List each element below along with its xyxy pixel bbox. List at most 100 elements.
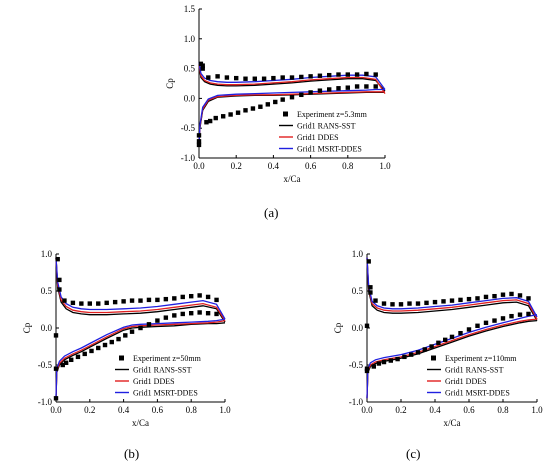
experiment-point: [432, 299, 438, 305]
legend: Experiment z=5.3mm Grid1 RANS-SST Grid1 DD…: [279, 110, 368, 154]
y-axis-label: Cp: [165, 78, 175, 89]
experiment-point: [317, 88, 323, 93]
experiment-point: [252, 76, 257, 81]
experiment-point: [388, 358, 393, 363]
experiment-point: [261, 76, 267, 81]
experiment-point: [390, 302, 395, 307]
experiment-point: [250, 106, 256, 111]
experiment-point: [155, 318, 160, 323]
experiment-point: [196, 139, 202, 144]
experiment-point: [422, 347, 427, 352]
experiment-point: [483, 294, 489, 300]
experiment-point: [376, 361, 382, 366]
experiment-point: [345, 72, 350, 77]
legend-marker-experiment: [119, 355, 124, 361]
experiment-point: [207, 118, 213, 124]
experiment-point: [189, 293, 194, 299]
experiment-point: [441, 299, 446, 304]
series-line-grid1-ddes-upper: [366, 257, 538, 320]
experiment-point: [57, 287, 62, 292]
x-tick-label: 0.6: [305, 161, 317, 171]
experiment-point: [436, 340, 441, 345]
experiment-point: [492, 293, 497, 299]
experiment-point: [364, 71, 369, 77]
experiment-point: [327, 72, 332, 78]
series-line-grid1-msrt-ddes-lower: [198, 88, 385, 147]
experiment-point: [53, 333, 59, 338]
experiment-point: [123, 333, 128, 338]
legend-marker-experiment: [283, 111, 288, 117]
experiment-point: [458, 297, 463, 303]
experiment-point: [407, 301, 412, 306]
experiment-point: [189, 311, 194, 316]
series-line-grid1-rans-sst-upper: [366, 257, 538, 321]
y-axis-label: Cp: [22, 322, 32, 333]
experiment-point: [409, 352, 414, 357]
experiment-point: [121, 299, 126, 304]
experiment-point: [509, 313, 514, 319]
experiment-point: [172, 313, 177, 318]
legend-label: Grid1 DDES: [445, 377, 487, 386]
experiment-point: [289, 75, 295, 80]
experiment-point: [60, 362, 65, 368]
experiment-point: [243, 108, 248, 113]
experiment-point: [109, 339, 114, 345]
x-tick-label: 0.2: [84, 405, 95, 415]
experiment-point: [53, 366, 59, 371]
x-tick-label: 0.8: [497, 405, 509, 415]
experiment-point: [96, 301, 101, 306]
experiment-point: [200, 63, 205, 68]
y-tick-label: 0.0: [184, 93, 196, 103]
y-tick-label: -1.0: [38, 397, 53, 407]
experiment-point: [466, 296, 472, 302]
experiment-point: [381, 301, 387, 306]
legend-label: Grid1 DDES: [133, 377, 175, 386]
legend-label: Grid1 RANS-SST: [445, 366, 504, 375]
legend-label: Experiment z=110mm: [445, 354, 517, 363]
experiment-point: [273, 99, 278, 105]
series-line-grid1-rans-sst-lower: [55, 322, 226, 399]
experiment-point: [112, 299, 118, 305]
legend-label: Grid1 DDES: [297, 133, 339, 142]
experiment-point: [53, 396, 59, 401]
series-line-grid1-ddes-upper: [55, 257, 226, 321]
experiment-point: [196, 142, 202, 148]
experiment-point: [62, 298, 67, 303]
experiment-point: [424, 300, 429, 306]
experiment-point: [500, 316, 506, 321]
experiment-point: [96, 345, 101, 351]
experiment-point: [57, 277, 62, 283]
experiment-point: [228, 112, 233, 117]
x-tick-label: 1.0: [379, 161, 391, 171]
legend-label: Grid1 MSRT-DDES: [133, 389, 198, 398]
experiment-point: [129, 329, 135, 334]
experiment-point: [492, 318, 497, 323]
experiment-point: [364, 366, 370, 371]
experiment-point: [82, 351, 87, 357]
y-tick-label: -0.5: [349, 360, 364, 370]
experiment-point: [500, 292, 506, 297]
x-tick-label: 1.0: [531, 405, 543, 415]
x-tick-label: 0.0: [50, 405, 62, 415]
legend-label: Experiment z=50mm: [133, 354, 202, 363]
series-line-grid1-ddes-lower: [55, 319, 226, 399]
experiment-point: [308, 90, 313, 95]
experiment-point: [517, 293, 523, 298]
experiment-point: [197, 310, 202, 315]
y-tick-label: -1.0: [181, 153, 196, 163]
experiment-point: [475, 296, 480, 301]
experiment-point: [163, 315, 169, 320]
experiment-point: [102, 342, 108, 348]
chart-panel-b: 0.0 0.2 0.4 0.6 0.8 1.0 -1.0 -0.5 0.0 0.5 1.0 x/Ca C…: [22, 249, 231, 428]
experiment-point: [79, 301, 84, 306]
series-line-grid1-ddes-lower: [198, 91, 385, 147]
experiment-point: [336, 86, 341, 91]
experiment-point: [368, 290, 373, 295]
experiment-point: [368, 285, 373, 290]
y-tick-label: 0.5: [41, 286, 53, 296]
experiment-point: [415, 301, 421, 306]
series-line-grid1-msrt-ddes-upper: [55, 257, 226, 320]
x-tick-label: 0.6: [463, 405, 475, 415]
y-tick-label: -0.5: [38, 360, 53, 370]
